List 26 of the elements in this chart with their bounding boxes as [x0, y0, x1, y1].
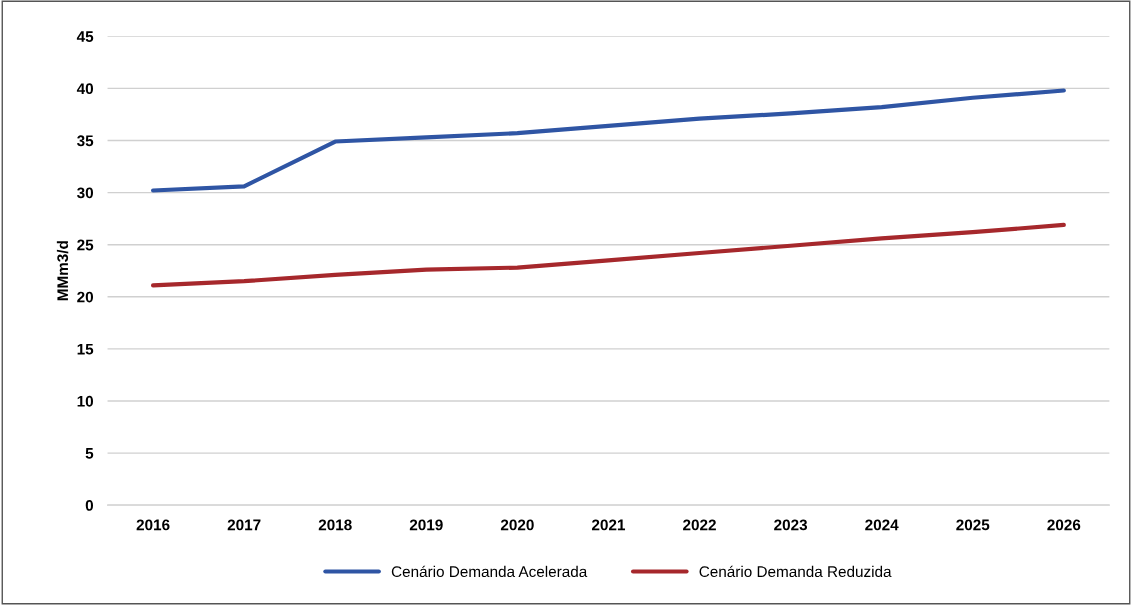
y-tick-label: 25	[77, 239, 94, 251]
x-tick-label: 2016	[136, 519, 170, 531]
y-tick-label: 10	[77, 395, 94, 407]
legend-label: Cenário Demanda Acelerada	[391, 565, 588, 578]
x-tick-label: 2022	[683, 519, 716, 531]
y-tick-label: 5	[85, 448, 94, 459]
y-tick-label: 15	[77, 343, 94, 355]
x-tick-label: 2017	[227, 519, 261, 531]
x-tick-label: 2023	[774, 519, 808, 531]
x-tick-label: 2026	[1047, 519, 1081, 531]
x-tick-label: 2020	[500, 519, 534, 531]
x-tick-label: 2025	[956, 519, 990, 531]
x-tick-label: 2019	[409, 519, 443, 531]
y-tick-label: 40	[76, 83, 94, 95]
line-series	[150, 88, 1066, 193]
y-tick-label: 30	[77, 187, 94, 199]
legend-label: Cenário Demanda Reduzida	[699, 565, 892, 578]
y-tick-label: 45	[76, 31, 94, 42]
y-tick-label: 0	[85, 500, 94, 511]
line-series	[150, 222, 1066, 288]
y-axis-title: MMm3/d	[56, 241, 69, 301]
x-tick-label: 2018	[318, 519, 352, 531]
y-tick-label: 35	[77, 135, 94, 147]
x-tick-label: 2021	[591, 519, 626, 531]
y-tick-label: 20	[77, 291, 94, 303]
x-tick-label: 2024	[865, 519, 899, 531]
